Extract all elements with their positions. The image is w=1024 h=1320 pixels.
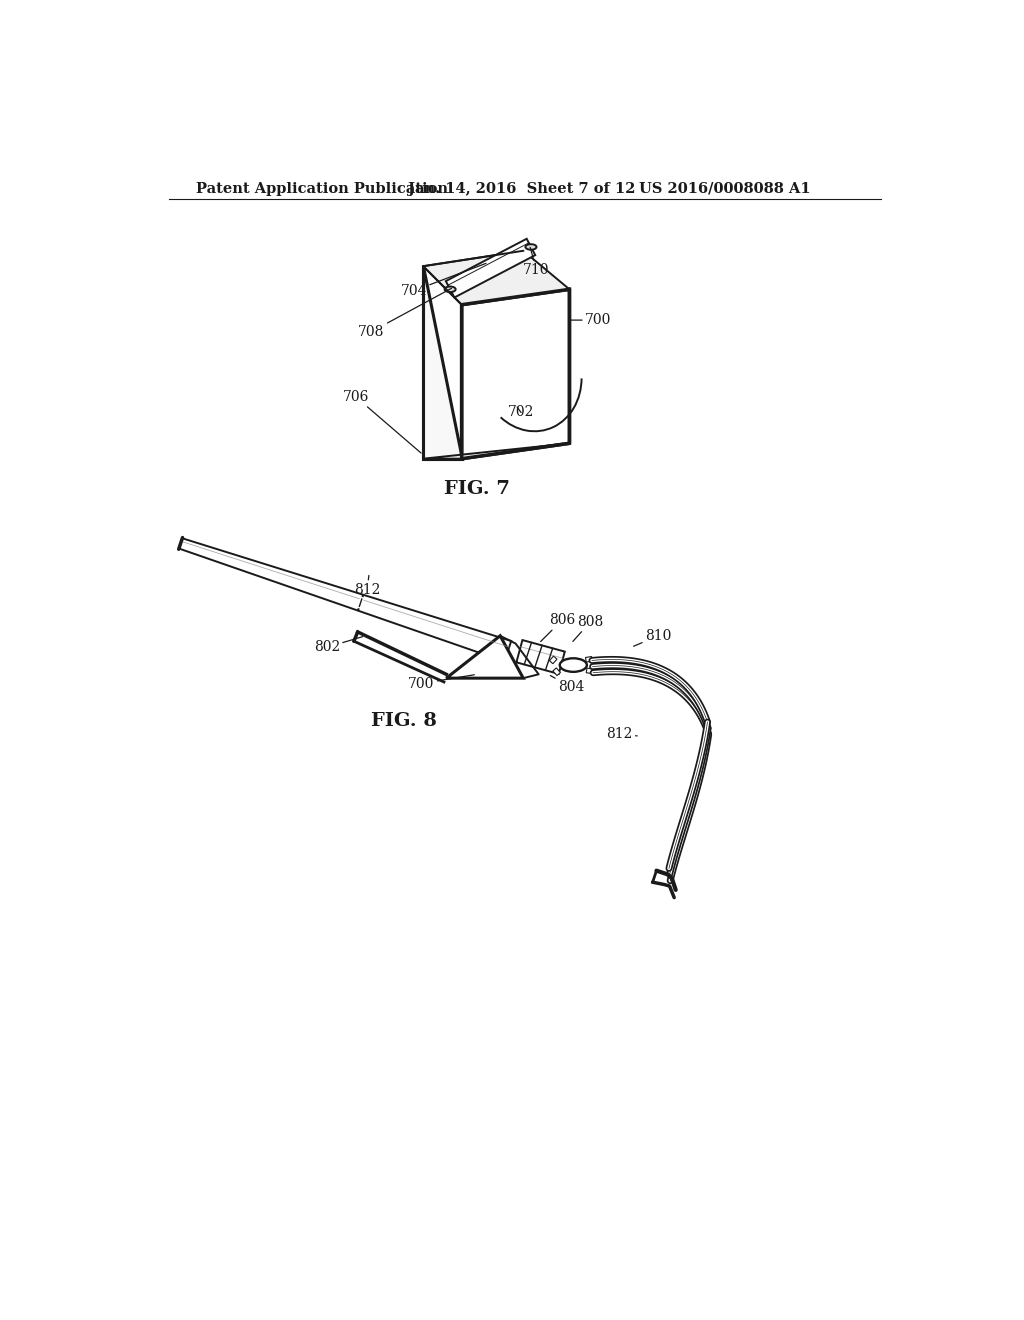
Text: 702: 702 xyxy=(508,405,535,420)
Text: 804: 804 xyxy=(550,676,585,693)
Text: 802: 802 xyxy=(313,636,362,655)
Text: FIG. 7: FIG. 7 xyxy=(444,480,510,499)
Text: Jan. 14, 2016  Sheet 7 of 12: Jan. 14, 2016 Sheet 7 of 12 xyxy=(408,182,635,195)
Polygon shape xyxy=(423,251,569,305)
Polygon shape xyxy=(462,289,569,459)
Polygon shape xyxy=(446,636,523,678)
Bar xyxy=(550,656,557,664)
Text: 710: 710 xyxy=(523,247,550,277)
Polygon shape xyxy=(423,444,569,459)
Text: 708: 708 xyxy=(358,288,452,339)
Text: 704: 704 xyxy=(400,263,486,298)
Text: 706: 706 xyxy=(343,391,421,453)
Polygon shape xyxy=(516,640,565,675)
Bar xyxy=(586,656,592,663)
Text: 700: 700 xyxy=(570,313,611,327)
Text: 812: 812 xyxy=(606,727,637,742)
Text: Patent Application Publication: Patent Application Publication xyxy=(196,182,449,195)
Text: 700: 700 xyxy=(409,675,474,690)
Ellipse shape xyxy=(560,659,587,672)
Text: 806: 806 xyxy=(541,614,574,642)
Bar xyxy=(586,668,593,673)
Polygon shape xyxy=(423,267,462,459)
Text: 810: 810 xyxy=(634,628,672,647)
Ellipse shape xyxy=(444,286,456,292)
Text: FIG. 8: FIG. 8 xyxy=(371,711,437,730)
Polygon shape xyxy=(179,539,511,661)
Text: US 2016/0008088 A1: US 2016/0008088 A1 xyxy=(639,182,810,195)
Text: 812: 812 xyxy=(354,576,380,597)
Ellipse shape xyxy=(525,244,537,249)
Bar xyxy=(553,668,560,676)
Polygon shape xyxy=(445,239,536,297)
Text: 808: 808 xyxy=(572,615,603,642)
